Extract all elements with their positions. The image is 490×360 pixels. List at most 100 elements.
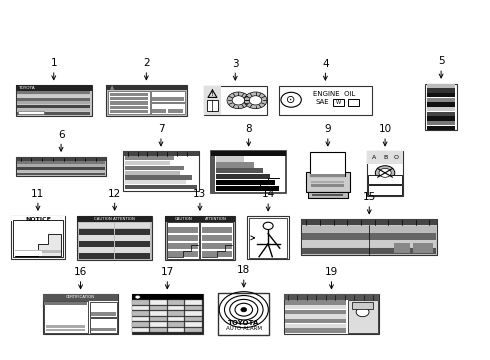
Bar: [115, 229, 149, 234]
Bar: [427, 116, 456, 121]
Text: 2: 2: [143, 58, 149, 68]
Bar: [286, 319, 346, 323]
Bar: [302, 226, 436, 233]
Text: TOYOTA: TOYOTA: [19, 86, 35, 90]
Text: CAUTION ATTENTION: CAUTION ATTENTION: [94, 217, 135, 221]
Circle shape: [135, 295, 140, 299]
Bar: [168, 306, 184, 310]
Text: AUTO ALARM: AUTO ALARM: [226, 326, 262, 331]
Bar: [11, 216, 65, 221]
Bar: [18, 111, 45, 114]
Bar: [150, 317, 167, 321]
Bar: [79, 235, 114, 240]
Text: 7: 7: [158, 124, 164, 134]
Bar: [18, 167, 105, 170]
Bar: [132, 300, 149, 305]
Bar: [115, 253, 149, 259]
Bar: [132, 306, 149, 310]
Bar: [185, 317, 202, 321]
Bar: [168, 322, 184, 327]
Bar: [168, 251, 198, 257]
Bar: [110, 110, 148, 113]
Bar: [90, 318, 117, 333]
Bar: [152, 109, 167, 113]
Bar: [301, 219, 438, 255]
Bar: [202, 227, 232, 233]
Bar: [18, 164, 105, 167]
Text: 18: 18: [237, 265, 250, 275]
Bar: [247, 216, 289, 259]
Bar: [125, 171, 179, 175]
Bar: [301, 219, 438, 225]
Bar: [284, 294, 379, 334]
Text: CERTIFICATION: CERTIFICATION: [66, 296, 95, 300]
Bar: [427, 121, 456, 125]
Bar: [132, 294, 202, 300]
Bar: [125, 185, 197, 189]
Text: B: B: [383, 155, 387, 160]
Bar: [115, 235, 149, 240]
Text: !: !: [211, 91, 214, 97]
Text: CAUTION: CAUTION: [175, 217, 193, 221]
Bar: [150, 311, 167, 316]
Bar: [427, 107, 456, 111]
Bar: [106, 85, 187, 90]
Bar: [207, 100, 218, 111]
Bar: [352, 302, 373, 309]
Bar: [46, 329, 85, 332]
Text: ⊙: ⊙: [287, 95, 296, 105]
Text: 11: 11: [31, 189, 45, 199]
Text: 10: 10: [378, 124, 392, 134]
Text: ATTENTION: ATTENTION: [205, 217, 227, 221]
Text: NOTICE: NOTICE: [25, 217, 51, 222]
Bar: [286, 305, 346, 309]
Bar: [77, 216, 152, 221]
Bar: [185, 322, 202, 327]
Circle shape: [241, 307, 246, 312]
Bar: [16, 85, 92, 91]
Text: W: W: [336, 100, 341, 105]
Text: TOYOTA: TOYOTA: [228, 320, 260, 325]
Text: 4: 4: [322, 59, 329, 68]
Text: A: A: [372, 155, 376, 160]
Bar: [168, 300, 184, 305]
Bar: [132, 322, 149, 327]
Bar: [286, 300, 346, 305]
Bar: [168, 227, 198, 233]
Bar: [123, 152, 199, 156]
Bar: [311, 184, 344, 187]
Bar: [185, 328, 202, 333]
Bar: [347, 99, 359, 106]
Bar: [168, 328, 184, 333]
Bar: [413, 243, 433, 253]
Circle shape: [249, 96, 262, 105]
Bar: [150, 322, 167, 327]
Circle shape: [244, 92, 267, 109]
Text: 8: 8: [245, 124, 252, 134]
Bar: [216, 186, 279, 191]
Circle shape: [379, 168, 391, 177]
Text: SAE: SAE: [316, 99, 329, 105]
Bar: [46, 325, 85, 328]
Text: 9: 9: [324, 124, 331, 134]
Bar: [216, 162, 254, 167]
Bar: [18, 108, 90, 111]
Bar: [302, 233, 436, 240]
Bar: [18, 102, 90, 104]
Bar: [15, 251, 42, 256]
Bar: [249, 217, 288, 258]
Bar: [115, 247, 149, 253]
Bar: [216, 180, 275, 185]
Bar: [427, 84, 456, 88]
Bar: [367, 152, 403, 196]
Bar: [310, 152, 345, 176]
Bar: [150, 328, 167, 333]
Bar: [13, 220, 63, 257]
Text: 1: 1: [50, 58, 57, 68]
Bar: [115, 223, 149, 229]
Bar: [110, 93, 148, 96]
Bar: [125, 161, 171, 165]
Text: ENGINE  OIL: ENGINE OIL: [314, 91, 356, 96]
Bar: [310, 174, 345, 177]
Bar: [211, 156, 216, 193]
